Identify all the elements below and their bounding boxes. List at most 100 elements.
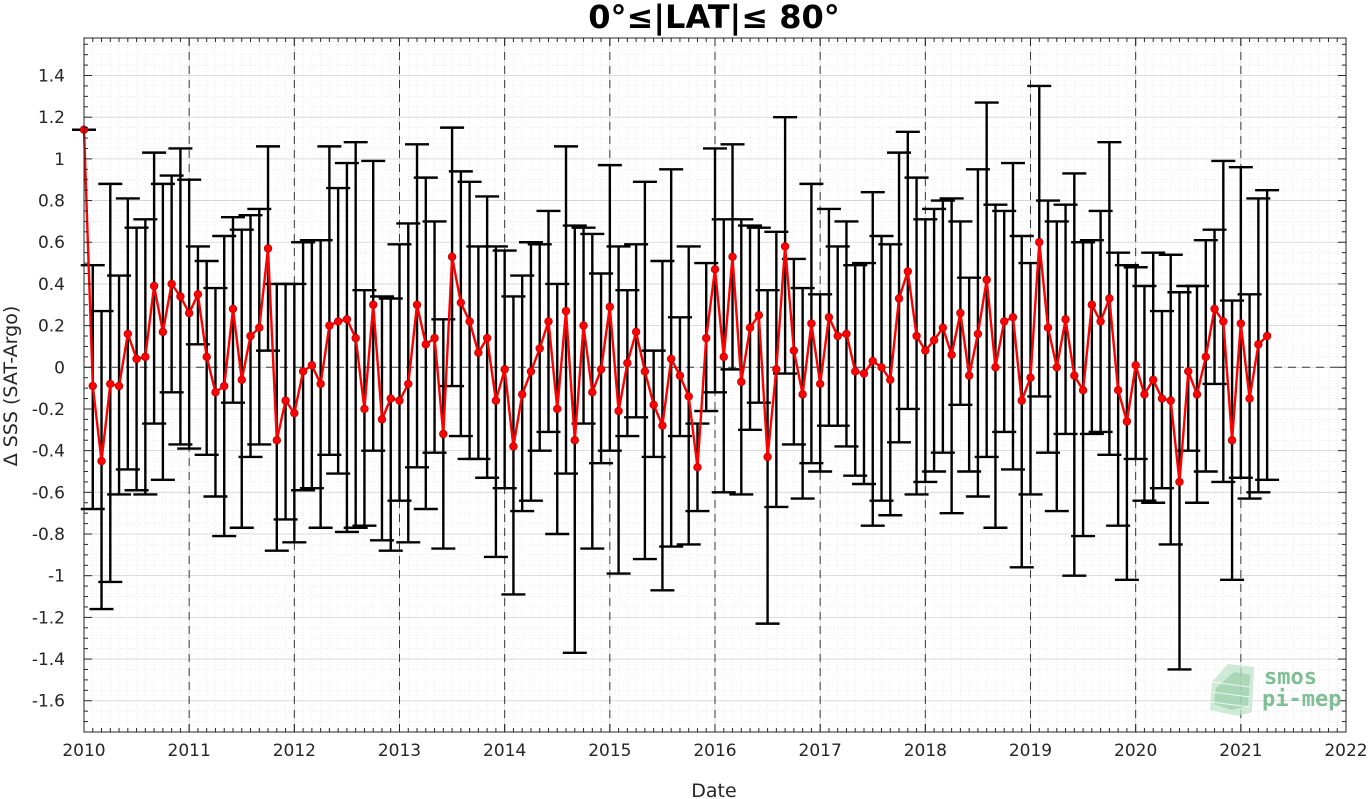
y-tick-label: -0.2 <box>32 400 65 420</box>
x-tick-label: 2017 <box>799 741 842 761</box>
data-point <box>991 363 1000 372</box>
y-tick-label: 0 <box>54 358 65 378</box>
x-tick-label: 2020 <box>1114 741 1157 761</box>
data-point <box>290 408 299 418</box>
data-point <box>982 275 991 284</box>
data-point <box>1192 390 1202 399</box>
data-point <box>851 367 860 376</box>
data-point <box>386 394 395 403</box>
data-point <box>1078 386 1088 395</box>
data-point <box>220 381 229 391</box>
data-point <box>763 452 772 462</box>
data-point <box>298 367 308 376</box>
data-point <box>1219 317 1228 326</box>
axes <box>83 37 1347 733</box>
data-point <box>824 313 834 322</box>
x-tick-label: 2022 <box>1324 741 1367 761</box>
data-point <box>1008 313 1018 322</box>
data-point <box>684 392 693 401</box>
data-point <box>579 321 588 330</box>
data-point <box>439 429 448 439</box>
tick-labels: 2010 2011 2012 2013 2014 2015 2016 2017 2018 2019… <box>32 67 1368 761</box>
y-tick-label: -1.2 <box>32 608 65 628</box>
data-point <box>246 331 255 341</box>
data-point <box>710 265 720 274</box>
data-point <box>1148 375 1158 384</box>
data-point <box>956 308 965 318</box>
data-point <box>1262 331 1272 341</box>
data-point <box>728 252 737 262</box>
data-point <box>553 404 562 414</box>
data-point <box>272 436 282 445</box>
data-point <box>1017 396 1026 405</box>
data-point <box>500 365 509 374</box>
data-point <box>1087 300 1097 309</box>
data-point <box>588 388 597 397</box>
x-axis-label: Date <box>691 780 736 799</box>
data-point <box>325 321 334 330</box>
data-point <box>1043 323 1053 332</box>
data-point <box>886 375 895 384</box>
data-point <box>491 396 501 405</box>
y-tick-label: -0.8 <box>32 525 65 545</box>
data-point <box>1035 238 1044 247</box>
data-point <box>614 406 623 416</box>
x-tick-label: 2018 <box>904 741 947 761</box>
logo-cube-icon <box>1210 664 1254 716</box>
data-point <box>903 267 913 276</box>
data-point <box>255 323 264 332</box>
data-point <box>88 381 97 391</box>
data-point <box>228 304 238 314</box>
data-point <box>658 421 667 430</box>
data-point <box>1122 417 1132 426</box>
data-point <box>465 317 474 326</box>
data-point <box>1201 352 1210 362</box>
data-point <box>833 331 842 341</box>
logo-line1: smos <box>1264 665 1317 690</box>
data-point <box>176 292 185 301</box>
y-tick-label: -0.6 <box>32 483 65 503</box>
data-point <box>1052 363 1061 372</box>
series-line <box>79 125 1272 487</box>
data-point <box>141 352 150 362</box>
data-point <box>123 329 133 339</box>
data-point <box>430 333 439 343</box>
data-point <box>1227 436 1237 445</box>
data-point <box>1175 477 1184 487</box>
y-tick-label: -1 <box>48 567 65 587</box>
data-point <box>149 281 159 291</box>
data-point <box>640 367 650 376</box>
data-point <box>456 298 466 307</box>
data-point <box>561 306 571 316</box>
data-point <box>1210 304 1219 314</box>
x-tick-label: 2011 <box>168 741 211 761</box>
data-point <box>202 352 211 362</box>
y-tick-label: -0.4 <box>32 442 65 462</box>
data-point <box>184 308 194 318</box>
data-point <box>570 436 579 445</box>
data-point <box>1254 340 1263 349</box>
data-point <box>281 396 290 405</box>
data-point <box>535 344 544 353</box>
y-tick-label: 0.8 <box>38 192 65 212</box>
x-tick-label: 2016 <box>693 741 736 761</box>
data-point <box>929 335 939 345</box>
data-point <box>1026 373 1035 382</box>
data-point <box>474 348 483 357</box>
data-point <box>517 390 527 399</box>
data-point <box>1131 361 1140 370</box>
data-point <box>807 319 816 328</box>
data-point <box>921 346 930 355</box>
y-tick-label: 0.2 <box>38 317 65 337</box>
x-tick-label: 2019 <box>1009 741 1052 761</box>
data-point <box>1236 319 1246 328</box>
data-point <box>377 415 387 424</box>
data-point <box>754 310 764 320</box>
data-point <box>97 456 106 466</box>
data-point <box>106 379 115 389</box>
data-point <box>1070 371 1079 380</box>
data-point <box>789 346 799 355</box>
y-axis-label: Δ SSS (SAT-Argo) <box>0 306 22 466</box>
